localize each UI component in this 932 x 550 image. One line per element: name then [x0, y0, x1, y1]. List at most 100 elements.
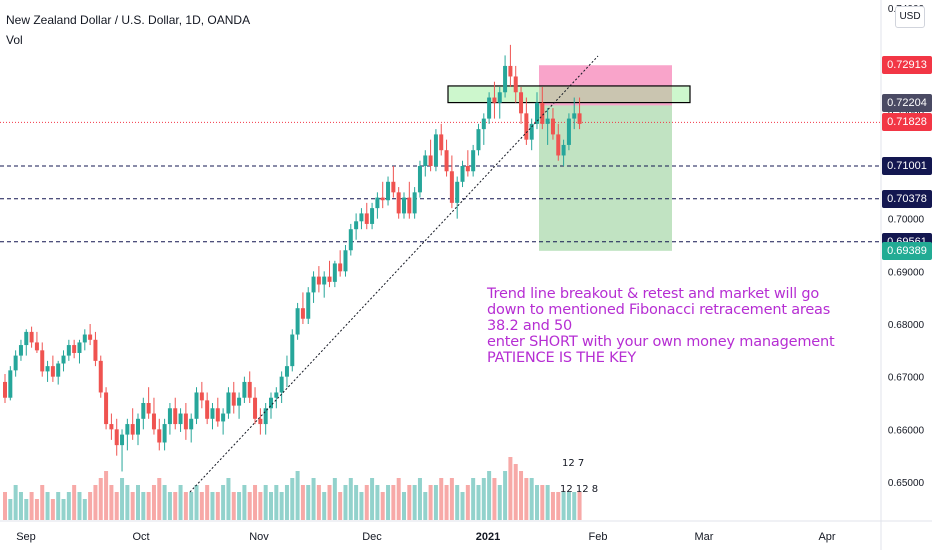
position-zones[interactable] — [447, 65, 691, 251]
candle-body — [247, 381, 252, 398]
candle-body — [210, 408, 215, 419]
candle-body — [566, 118, 571, 145]
candle-body — [88, 334, 93, 340]
price-tag: 0.71828 — [882, 113, 932, 132]
volume-bar — [178, 485, 183, 520]
volume-bar — [183, 492, 188, 520]
candle-body — [34, 342, 39, 351]
volume-bar — [417, 478, 422, 520]
volume-bar — [386, 485, 391, 520]
volume-bar — [226, 478, 231, 520]
candle-body — [503, 65, 508, 93]
volume-bar — [481, 478, 486, 520]
volume-bar — [423, 492, 428, 520]
take-profit-zone — [539, 105, 672, 251]
trade-note[interactable]: Trend line breakout & retest and market … — [487, 286, 835, 366]
candle-body — [56, 363, 61, 377]
candle-body — [535, 102, 539, 124]
volume-bar — [311, 478, 316, 520]
volume-bar — [316, 485, 321, 520]
symbol-title[interactable]: New Zealand Dollar / U.S. Dollar, 1D, OA… — [6, 13, 251, 27]
candle-body — [253, 397, 258, 419]
price-tag: 0.72913 — [882, 56, 932, 75]
volume-bar — [189, 492, 194, 520]
candle-body — [141, 403, 146, 419]
candle-body — [258, 418, 263, 425]
currency-button[interactable]: USD — [895, 6, 925, 28]
candle-body — [348, 229, 353, 251]
volume-bar — [566, 492, 571, 520]
volume-bar — [444, 485, 449, 520]
volume-label[interactable]: Vol — [6, 33, 23, 47]
note-line: enter SHORT with your own money manageme… — [487, 334, 835, 350]
candle-body — [391, 181, 396, 193]
volume-bar — [433, 485, 438, 520]
volume-bar — [327, 485, 332, 520]
volume-bar — [391, 485, 396, 520]
volume-bar — [487, 471, 492, 520]
x-tick-label: Nov — [249, 531, 269, 543]
candle-body — [231, 392, 236, 406]
volume-bar — [109, 485, 114, 520]
volume-bar — [343, 485, 348, 520]
candle-body — [130, 424, 135, 435]
volume-bar — [545, 485, 550, 520]
candle-body — [3, 381, 7, 398]
volume-bar — [205, 485, 210, 520]
volume-bar — [476, 485, 481, 520]
candle-body — [45, 366, 50, 372]
candle-body — [77, 342, 82, 353]
volume-bar — [380, 492, 385, 520]
candle-body — [173, 408, 178, 425]
candle-body — [449, 171, 454, 203]
volume-bar — [66, 492, 71, 520]
candlesticks — [3, 44, 582, 472]
candle-body — [354, 221, 359, 230]
volume-bar — [88, 492, 93, 520]
candle-body — [407, 197, 412, 214]
candle-body — [439, 134, 444, 151]
volume-bar — [29, 492, 34, 520]
volume-bar — [77, 492, 82, 520]
volume-bar — [284, 485, 289, 520]
y-tick-label: 0.65000 — [888, 478, 925, 489]
volume-bar — [258, 492, 263, 520]
candle-body — [402, 197, 406, 214]
volume-bar — [56, 492, 61, 520]
volume-bar — [407, 485, 412, 520]
volume-bar — [237, 492, 242, 520]
volume-bar — [529, 478, 534, 520]
candle-body — [306, 292, 311, 319]
trendline[interactable] — [189, 55, 599, 493]
price-tag: 0.71001 — [882, 156, 932, 175]
candle-body — [146, 403, 151, 414]
x-tick-label: 2021 — [476, 531, 500, 543]
candle-body — [295, 308, 300, 335]
candle-body — [226, 392, 231, 414]
volume-bar — [72, 485, 77, 520]
volume-bar — [125, 485, 130, 520]
volume-bar — [332, 478, 337, 520]
candle-body — [492, 97, 497, 103]
candle-body — [284, 366, 289, 377]
candle-body — [444, 150, 449, 172]
volume-bar — [263, 485, 268, 520]
volume-bar — [295, 471, 300, 520]
volume-bar — [247, 492, 252, 520]
volume-bar — [98, 478, 103, 520]
volume-bar — [120, 478, 125, 520]
volume-bar — [519, 471, 524, 520]
candle-body — [205, 400, 210, 419]
x-tick-label: Apr — [818, 531, 835, 543]
y-tick-label: 0.66000 — [888, 425, 925, 436]
candle-body — [364, 213, 369, 224]
volume-bar — [455, 485, 460, 520]
volume-bar — [572, 492, 577, 520]
candle-body — [561, 144, 566, 156]
candle-body — [40, 350, 45, 372]
candle-body — [120, 434, 125, 446]
volume-bar — [45, 492, 50, 520]
candle-body — [61, 355, 66, 364]
candle-body — [50, 366, 55, 377]
